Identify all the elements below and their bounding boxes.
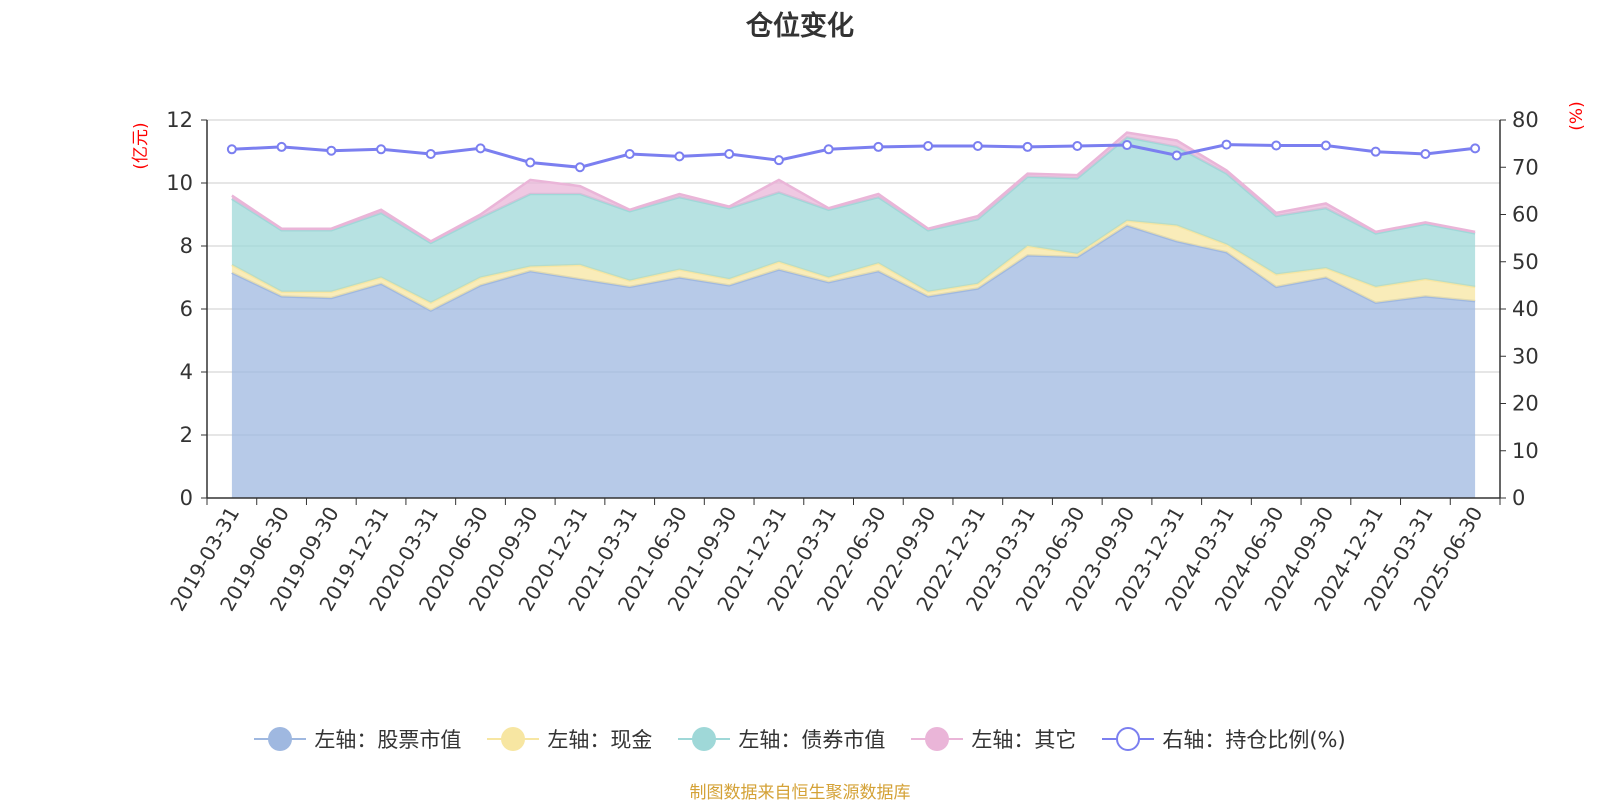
y-right-tick-label: 10	[1512, 439, 1539, 463]
ratio-point	[1221, 139, 1232, 150]
ratio-point	[574, 162, 585, 173]
ratio-point	[624, 149, 635, 160]
legend-label: 右轴：持仓比例(%)	[1162, 728, 1346, 752]
ratio-line-path	[231, 143, 1476, 169]
ratio-point	[674, 151, 685, 162]
y-left-tick-label: 12	[166, 108, 193, 132]
legend-swatch	[678, 725, 731, 753]
legend-item[interactable]: 左轴：债券市值	[678, 724, 885, 754]
y-left-tick-label: 8	[180, 234, 193, 258]
legend: 左轴：股票市值 左轴：现金 左轴：债券市值 左轴：其它 右轴：持仓比例(%)	[0, 724, 1600, 754]
y-left-tick-label: 0	[180, 486, 193, 510]
ratio-point	[1072, 140, 1083, 151]
legend-label: 左轴：其它	[971, 728, 1077, 752]
ratio-point	[873, 141, 884, 152]
chart-title: 仓位变化	[746, 11, 854, 42]
ratio-point	[1420, 149, 1431, 160]
legend-swatch	[1102, 725, 1155, 753]
ratio-point	[972, 140, 983, 151]
legend-label: 左轴：股票市值	[314, 728, 462, 752]
chart-plot: 024681012010203040506070802019-03-312019…	[131, 101, 1587, 615]
y-left-tick-label: 4	[180, 360, 193, 384]
y-left-axis-label: (亿元)	[131, 122, 151, 169]
ratio-point	[724, 149, 735, 160]
legend-item[interactable]: 右轴：持仓比例(%)	[1102, 724, 1346, 754]
y-left-tick-label: 10	[166, 171, 193, 195]
y-left-tick-label: 6	[180, 297, 193, 321]
ratio-point	[326, 145, 337, 156]
area-左轴：股票市值	[231, 225, 1476, 498]
y-right-axis-label: (%)	[1567, 101, 1587, 130]
y-right-tick-label: 30	[1512, 344, 1539, 368]
ratio-point	[773, 155, 784, 166]
ratio-point	[1271, 140, 1282, 151]
legend-label: 左轴：现金	[547, 728, 653, 752]
y-left-tick-label: 2	[180, 423, 193, 447]
ratio-point	[1022, 141, 1033, 152]
ratio-point	[1171, 150, 1182, 161]
ratio-point	[1370, 146, 1381, 157]
legend-item[interactable]: 左轴：现金	[487, 724, 652, 754]
y-right-tick-label: 70	[1512, 155, 1539, 179]
ratio-point	[823, 144, 834, 155]
source-note: 制图数据来自恒生聚源数据库	[689, 783, 911, 803]
ratio-point	[276, 141, 287, 152]
ratio-point	[475, 143, 486, 154]
ratio-point	[1470, 143, 1481, 154]
legend-swatch	[487, 725, 540, 753]
y-right-tick-label: 50	[1512, 250, 1539, 274]
area-左轴：债券市值	[231, 137, 1476, 303]
ratio-line	[226, 139, 1481, 173]
ratio-point	[425, 149, 436, 160]
y-right-tick-label: 20	[1512, 392, 1539, 416]
ratio-point	[923, 140, 934, 151]
legend-swatch	[254, 725, 307, 753]
y-right-tick-label: 60	[1512, 203, 1539, 227]
y-right-tick-label: 80	[1512, 108, 1539, 132]
stacked-areas	[231, 131, 1476, 498]
y-right-tick-label: 40	[1512, 297, 1539, 321]
ratio-point	[376, 144, 387, 155]
y-right-tick-label: 0	[1512, 486, 1525, 510]
ratio-point	[525, 157, 536, 168]
legend-swatch	[911, 725, 964, 753]
legend-item[interactable]: 左轴：其它	[911, 724, 1076, 754]
ratio-point	[1320, 140, 1331, 151]
legend-label: 左轴：债券市值	[738, 728, 886, 752]
ratio-point	[226, 144, 237, 155]
ratio-point	[1122, 140, 1133, 151]
area-edge-左轴：其它	[231, 131, 1476, 243]
legend-item[interactable]: 左轴：股票市值	[254, 724, 461, 754]
